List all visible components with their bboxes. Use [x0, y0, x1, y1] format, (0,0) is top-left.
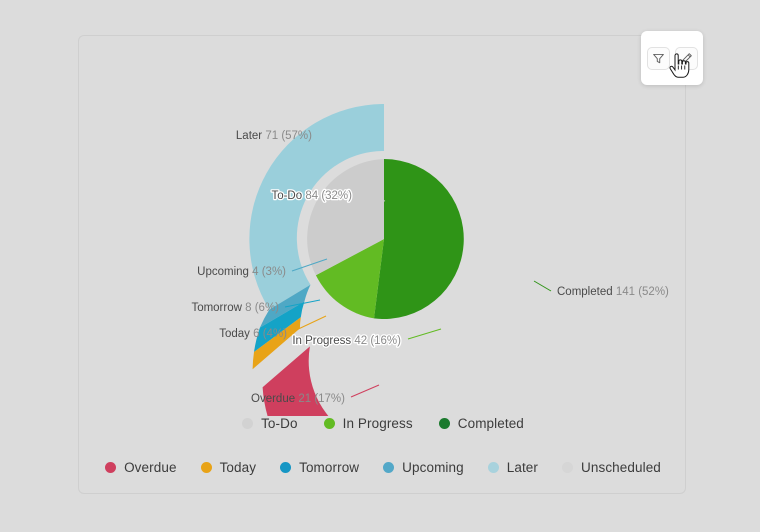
legend-color-dot [562, 461, 574, 473]
legend-color-dot [323, 417, 335, 429]
funnel-icon [652, 52, 665, 65]
slice-label-today: Today 6 (4%) [219, 328, 287, 340]
chart-card: Later 71 (57%) To-Do 84 (32%) Upcoming 4 (… [78, 31, 703, 494]
legend-item-today[interactable]: Today [200, 459, 257, 475]
leader-line-today [291, 315, 327, 333]
legend-item-upcoming[interactable]: Upcoming [383, 460, 464, 475]
leader-lines [284, 134, 552, 398]
pencil-icon [680, 52, 693, 65]
legend-label: To-Do [261, 415, 298, 431]
legend-schedule: Overdue Today Tomorrow Upcoming Later Unsched… [79, 454, 687, 480]
legend-status: To-Do In Progress Completed [79, 410, 687, 436]
legend-label: Completed [457, 415, 524, 431]
slice-label-overdue: Overdue 21 (17%) [251, 393, 345, 405]
leader-line-later [318, 134, 352, 155]
sunburst-chart[interactable]: Later 71 (57%) To-Do 84 (32%) Upcoming 4 (… [79, 36, 687, 416]
leader-line-todo [358, 194, 386, 202]
chart-canvas: Later 71 (57%) To-Do 84 (32%) Upcoming 4 (… [191, 104, 669, 416]
legend-color-dot [383, 461, 395, 473]
outer-slice-upcoming[interactable] [259, 284, 311, 328]
legend-item-overdue[interactable]: Overdue [105, 460, 176, 475]
chart-toolbar [641, 31, 703, 85]
legend-color-dot [487, 461, 499, 473]
inner-slice-todo[interactable] [307, 159, 384, 276]
leader-line-overdue [350, 384, 380, 398]
filter-button[interactable] [646, 46, 670, 70]
slice-label-later: Later 71 (57%) [236, 130, 312, 142]
legend-label: Upcoming [402, 459, 464, 475]
legend-color-dot [280, 461, 292, 473]
leader-line-completed [533, 280, 552, 292]
legend-color-dot [438, 417, 450, 429]
legend-item-later[interactable]: Later [487, 459, 539, 475]
legend-label: In Progress [342, 415, 413, 431]
legend-item-unscheduled[interactable]: Unscheduled [562, 460, 661, 475]
legend-color-dot [105, 461, 117, 473]
legend-label: Later [506, 459, 539, 475]
legend-item-completed[interactable]: Completed [438, 415, 524, 431]
slice-label-inprogress: In Progress 42 (16%) [292, 335, 401, 347]
leader-line-upcoming [291, 258, 328, 272]
outer-slice-overdue[interactable] [262, 346, 343, 416]
legend-color-dot [242, 417, 254, 429]
outer-slice-today[interactable] [252, 317, 301, 370]
outer-slice-tomorrow[interactable] [254, 301, 305, 353]
edit-button[interactable] [674, 46, 698, 70]
inner-pie[interactable] [307, 159, 464, 319]
legend-label: Unscheduled [581, 459, 661, 475]
slice-label-upcoming: Upcoming 4 (3%) [197, 266, 286, 278]
legend-item-tomorrow[interactable]: Tomorrow [280, 460, 359, 475]
legend-item-to-do[interactable]: To-Do [242, 416, 298, 431]
outer-ring[interactable] [249, 104, 384, 416]
legend-label: Today [219, 459, 257, 475]
slice-label-tomorrow: Tomorrow 8 (6%) [191, 302, 279, 314]
slice-labels: Later 71 (57%) To-Do 84 (32%) Upcoming 4 (… [191, 130, 669, 405]
legend-item-in-progress[interactable]: In Progress [323, 415, 413, 431]
slice-label-todo: To-Do 84 (32%) [271, 190, 352, 202]
inner-slice-inprogress[interactable] [315, 239, 384, 319]
leader-line-tomorrow [284, 299, 321, 308]
inner-slice-completed[interactable] [374, 159, 464, 319]
legend-color-dot [200, 461, 212, 473]
slice-label-completed: Completed 141 (52%) [557, 286, 669, 298]
legend-label: Tomorrow [299, 459, 360, 475]
legend-label: Overdue [124, 459, 177, 475]
outer-slice-later[interactable] [249, 104, 384, 310]
leader-line-inprogress [407, 328, 442, 340]
